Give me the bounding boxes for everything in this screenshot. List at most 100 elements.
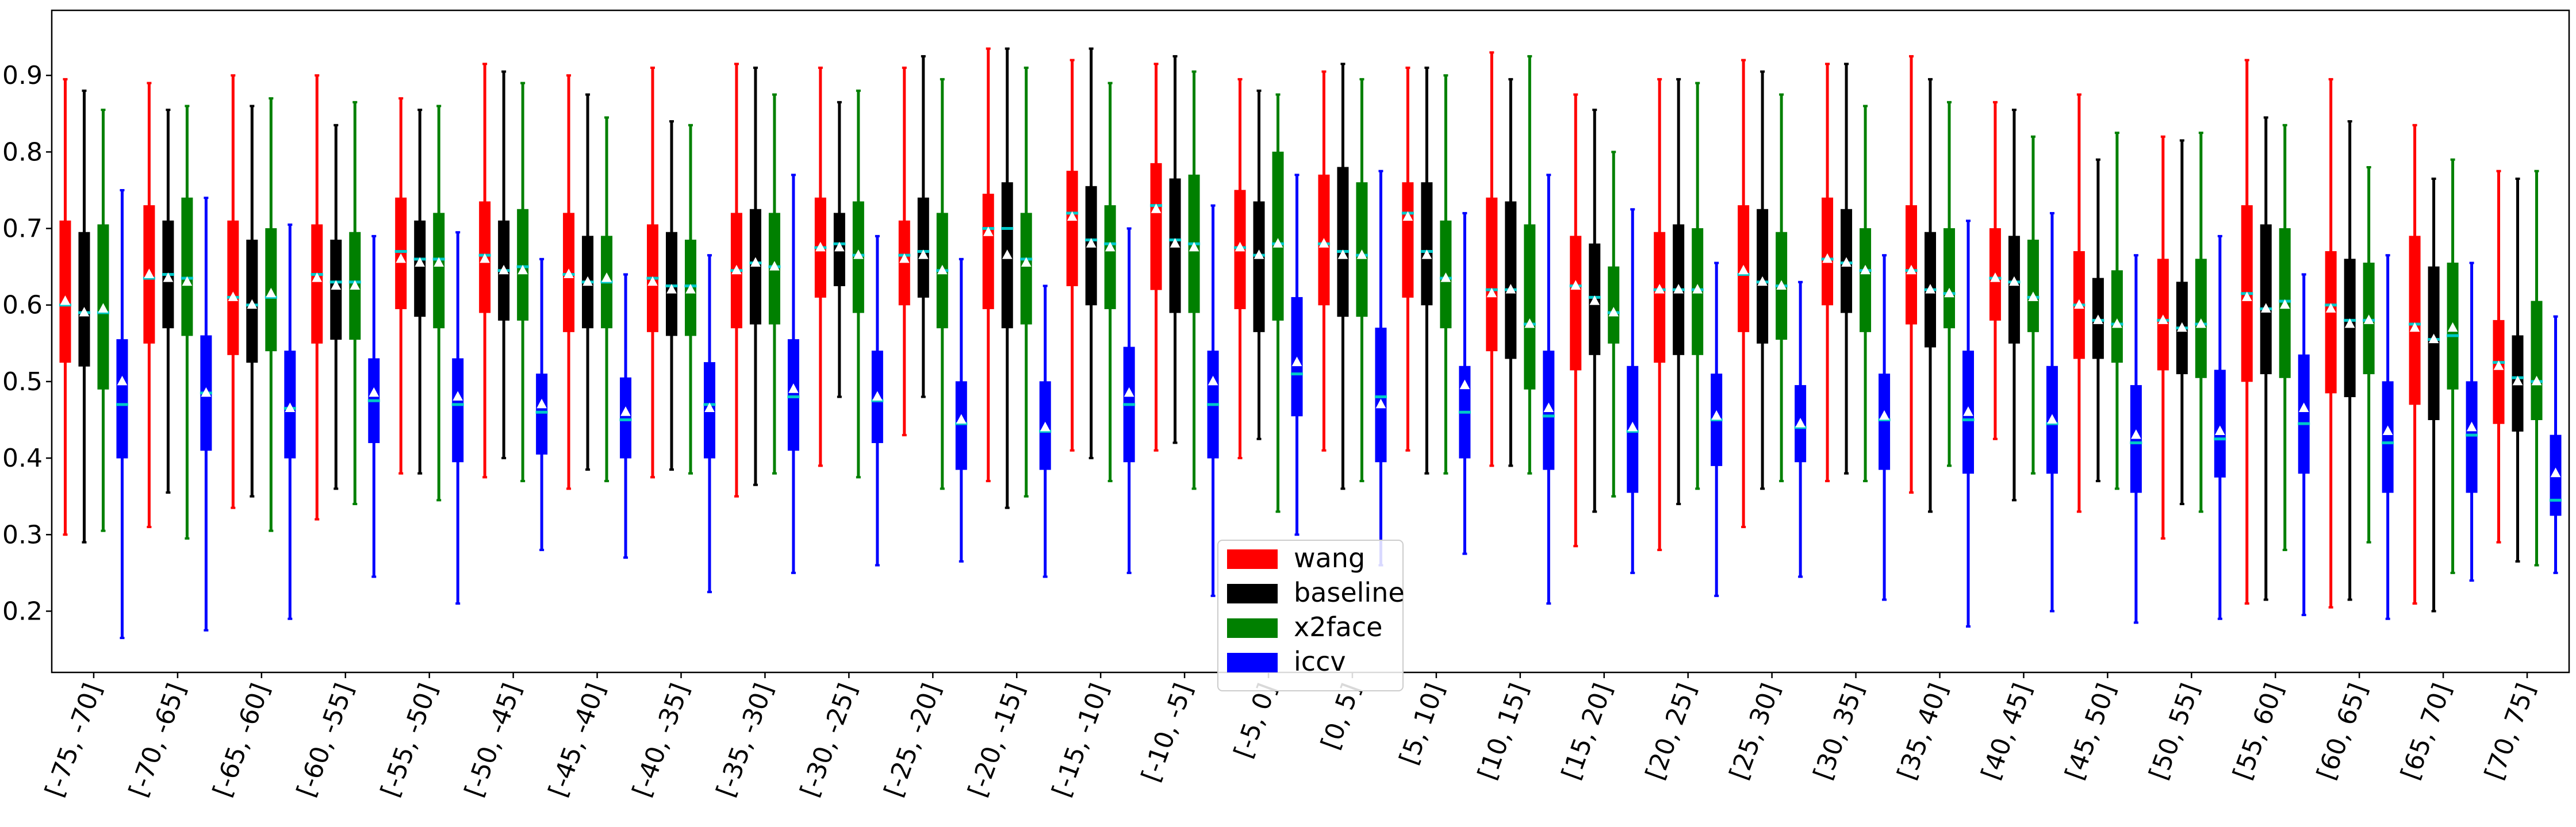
mean-marker bbox=[434, 257, 444, 267]
mean-marker bbox=[228, 291, 239, 301]
box-iccv bbox=[1374, 170, 1387, 567]
box-x2face bbox=[1439, 74, 1452, 475]
y-tick-label: 0.7 bbox=[2, 214, 43, 244]
mean-marker bbox=[2493, 360, 2504, 370]
mean-marker bbox=[415, 257, 425, 267]
mean-marker bbox=[98, 303, 109, 313]
x-tick-label: [15, 20] bbox=[1557, 679, 1619, 783]
box-body bbox=[917, 197, 929, 298]
mean-marker bbox=[1860, 264, 1870, 275]
mean-marker bbox=[1608, 306, 1619, 317]
mean-marker bbox=[2363, 314, 2374, 324]
box-body bbox=[1337, 167, 1349, 317]
box-baseline bbox=[1840, 63, 1853, 475]
mean-marker bbox=[2466, 421, 2477, 432]
box-body bbox=[116, 339, 128, 459]
box-iccv bbox=[367, 234, 380, 578]
box-wang bbox=[478, 63, 491, 479]
mean-marker bbox=[1291, 356, 1302, 367]
mean-marker bbox=[1505, 284, 1516, 294]
box-baseline bbox=[497, 70, 510, 460]
box-baseline bbox=[78, 89, 90, 544]
mean-marker bbox=[815, 241, 826, 252]
box-baseline bbox=[2428, 177, 2440, 613]
x-tick-label: [-25, -20] bbox=[879, 679, 946, 801]
mean-marker bbox=[872, 391, 883, 401]
box-iccv bbox=[1039, 284, 1052, 578]
box-body bbox=[452, 358, 464, 463]
box-body bbox=[1066, 171, 1078, 286]
box-body bbox=[620, 377, 632, 459]
legend-swatch-baseline bbox=[1227, 584, 1278, 603]
box-x2face bbox=[2447, 158, 2459, 574]
box-body bbox=[1860, 228, 1872, 332]
box-iccv bbox=[787, 174, 800, 574]
mean-marker bbox=[1841, 257, 1851, 267]
mean-marker bbox=[1021, 257, 1032, 267]
box-body bbox=[1879, 374, 1891, 470]
y-tick-label: 0.2 bbox=[2, 597, 43, 626]
mean-marker bbox=[480, 253, 490, 263]
box-x2face bbox=[852, 89, 865, 479]
box-iccv bbox=[2046, 211, 2058, 613]
mean-marker bbox=[1711, 410, 1722, 420]
mean-marker bbox=[2447, 322, 2458, 332]
mean-marker bbox=[350, 280, 361, 290]
box-iccv bbox=[1710, 261, 1723, 597]
box-body bbox=[1150, 163, 1162, 290]
box-x2face bbox=[600, 116, 613, 483]
box-x2face bbox=[1943, 101, 1956, 467]
mean-marker bbox=[2047, 414, 2057, 424]
mean-marker bbox=[685, 284, 696, 294]
mean-marker bbox=[788, 383, 799, 393]
legend-label-iccv: iccv bbox=[1294, 646, 1346, 677]
mean-marker bbox=[834, 241, 845, 252]
mean-marker bbox=[1990, 272, 2000, 282]
mean-marker bbox=[453, 391, 463, 401]
box-baseline bbox=[2512, 177, 2524, 563]
mean-marker bbox=[750, 257, 761, 267]
mean-marker bbox=[769, 261, 780, 271]
mean-marker bbox=[331, 280, 342, 290]
box-body bbox=[1654, 232, 1666, 363]
box-baseline bbox=[2344, 120, 2356, 601]
legend-swatch-wang bbox=[1227, 549, 1278, 569]
box-x2face bbox=[2531, 170, 2543, 567]
mean-marker bbox=[704, 402, 715, 413]
box-wang bbox=[1485, 51, 1498, 467]
mean-marker bbox=[247, 299, 258, 309]
y-tick-label: 0.9 bbox=[2, 61, 43, 90]
box-body bbox=[2325, 251, 2337, 394]
box-baseline bbox=[1085, 47, 1098, 460]
box-baseline bbox=[581, 93, 594, 471]
box-body bbox=[311, 224, 323, 344]
mean-marker bbox=[2428, 333, 2439, 344]
mean-marker bbox=[1337, 249, 1348, 259]
mean-marker bbox=[2325, 303, 2336, 313]
mean-marker bbox=[117, 375, 128, 386]
box-iccv bbox=[2130, 254, 2142, 624]
x-tick-label: [-45, -40] bbox=[543, 679, 611, 801]
mean-marker bbox=[1189, 241, 1199, 252]
box-iccv bbox=[451, 231, 464, 605]
x-tick-label: [25, 30] bbox=[1724, 679, 1786, 783]
mean-marker bbox=[60, 295, 71, 305]
y-tick-label: 0.4 bbox=[2, 444, 43, 473]
box-body bbox=[181, 197, 193, 336]
box-wang bbox=[814, 66, 827, 467]
box-body bbox=[227, 220, 239, 355]
box-body bbox=[2130, 385, 2142, 493]
box-body bbox=[1524, 224, 1536, 390]
y-tick-label: 0.3 bbox=[2, 520, 43, 549]
x-tick-label: [70, 75] bbox=[2479, 679, 2542, 783]
box-iccv bbox=[1458, 211, 1471, 555]
mean-marker bbox=[601, 272, 612, 282]
box-baseline bbox=[1336, 63, 1349, 490]
box-body bbox=[433, 213, 445, 329]
mean-marker bbox=[564, 268, 574, 278]
box-wang bbox=[646, 66, 659, 479]
x-tick-label: [-50, -45] bbox=[459, 679, 527, 801]
box-body bbox=[2428, 266, 2440, 421]
box-body bbox=[1104, 205, 1116, 309]
y-tick-label: 0.6 bbox=[2, 291, 43, 320]
